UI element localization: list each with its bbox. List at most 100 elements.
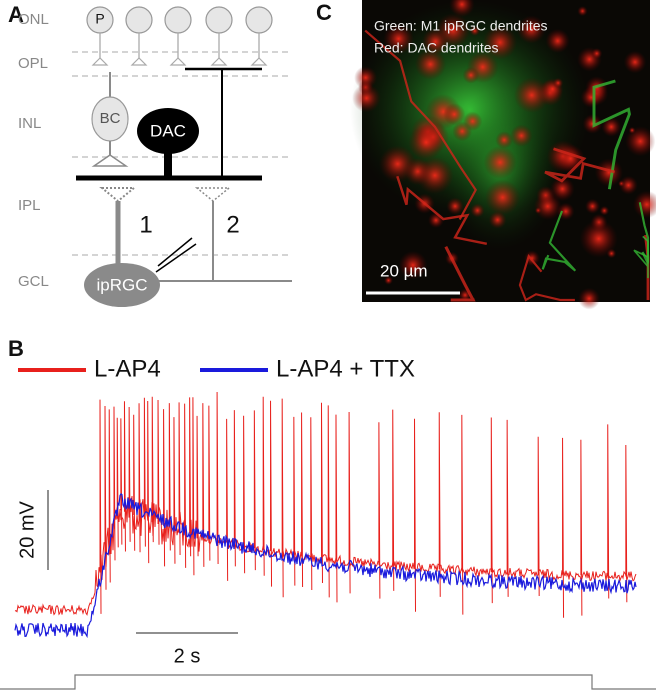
spike bbox=[327, 405, 330, 598]
red-puncta bbox=[452, 121, 473, 142]
cell-label: P bbox=[95, 11, 104, 27]
spike bbox=[113, 406, 116, 561]
red-puncta bbox=[462, 66, 480, 84]
spike bbox=[116, 417, 119, 548]
green-dendrite bbox=[541, 210, 577, 272]
spike bbox=[293, 416, 296, 586]
electrode bbox=[155, 243, 197, 273]
red-puncta bbox=[578, 287, 600, 310]
panel-label: A bbox=[8, 2, 24, 27]
spike bbox=[208, 405, 211, 561]
retina-diagram: P BC DAC ipRGC 1 2 bbox=[72, 6, 292, 307]
spike bbox=[151, 396, 154, 543]
synapse bbox=[194, 187, 232, 202]
pathway-label: 1 bbox=[139, 211, 152, 238]
red-puncta bbox=[577, 6, 588, 17]
red-dendrite bbox=[364, 29, 477, 221]
layer-label: GCL bbox=[18, 273, 49, 290]
iprgc-cell bbox=[84, 263, 160, 307]
caption: Red: DAC dendrites bbox=[374, 40, 499, 56]
cell-label: ipRGC bbox=[96, 275, 147, 294]
red-puncta bbox=[533, 192, 562, 221]
spike bbox=[243, 415, 246, 574]
spike bbox=[562, 437, 565, 618]
red-puncta bbox=[591, 48, 603, 59]
fluorescence bbox=[350, 0, 656, 310]
red-puncta bbox=[384, 276, 393, 285]
red-puncta bbox=[428, 212, 444, 229]
traces bbox=[14, 391, 637, 639]
spike bbox=[335, 414, 338, 603]
pathway-label: 2 bbox=[226, 211, 239, 238]
spike bbox=[253, 410, 256, 571]
photoreceptor bbox=[205, 6, 233, 34]
red-puncta bbox=[601, 117, 622, 137]
spike bbox=[378, 422, 381, 599]
spike bbox=[392, 409, 395, 591]
panel-label: C bbox=[316, 0, 332, 25]
red-puncta bbox=[625, 126, 656, 157]
spike bbox=[262, 396, 265, 576]
red-puncta bbox=[408, 124, 444, 161]
spike bbox=[108, 409, 111, 583]
spike bbox=[123, 401, 126, 552]
red-dendrite bbox=[444, 246, 476, 302]
spike bbox=[490, 417, 493, 604]
red-puncta bbox=[545, 28, 570, 53]
spike bbox=[173, 417, 176, 564]
red-puncta bbox=[594, 158, 624, 187]
red-puncta bbox=[484, 179, 521, 216]
red-puncta bbox=[582, 114, 603, 134]
photoreceptor-terminal bbox=[169, 57, 187, 66]
dac-cell bbox=[137, 108, 199, 154]
red-puncta bbox=[513, 77, 550, 114]
scale-bar-label: 20 µm bbox=[380, 261, 428, 280]
legend-label: L-AP4 bbox=[94, 355, 161, 382]
spike bbox=[461, 414, 464, 615]
trace bbox=[14, 495, 637, 616]
red-puncta bbox=[619, 175, 638, 195]
red-puncta bbox=[416, 156, 454, 194]
layer-label: INL bbox=[18, 115, 41, 132]
photoreceptor-terminal bbox=[250, 57, 268, 66]
spike bbox=[233, 410, 236, 567]
caption: Green: M1 ipRGC dendrites bbox=[374, 18, 548, 34]
legend-label: L-AP4 + TTX bbox=[276, 355, 415, 382]
scale-bar-label: 2 s bbox=[174, 645, 201, 667]
green-dendrite bbox=[633, 235, 649, 279]
panel-label: B bbox=[8, 336, 24, 361]
green-dendrite bbox=[592, 79, 631, 190]
trace bbox=[14, 493, 637, 639]
spike bbox=[320, 402, 323, 584]
spike bbox=[104, 405, 107, 590]
electrode bbox=[157, 237, 193, 267]
photoreceptor bbox=[125, 6, 153, 34]
photoreceptor bbox=[245, 6, 273, 34]
red-puncta bbox=[557, 202, 575, 221]
red-dendrite bbox=[544, 147, 616, 183]
red-puncta bbox=[552, 77, 564, 89]
cell-label: DAC bbox=[150, 121, 186, 140]
red-puncta bbox=[443, 103, 466, 126]
spike bbox=[143, 397, 146, 547]
red-puncta bbox=[488, 211, 507, 229]
synapse bbox=[99, 187, 137, 203]
red-puncta bbox=[352, 83, 381, 113]
red-puncta bbox=[469, 25, 480, 36]
red-puncta bbox=[495, 131, 513, 149]
spike bbox=[189, 397, 192, 557]
spike bbox=[184, 403, 187, 568]
spike bbox=[99, 399, 102, 614]
spike bbox=[216, 391, 219, 565]
terminal bbox=[91, 154, 129, 167]
red-puncta bbox=[579, 219, 618, 258]
red-puncta bbox=[517, 15, 546, 44]
layer-label: OPL bbox=[18, 55, 48, 72]
spike bbox=[163, 409, 166, 567]
spike bbox=[438, 412, 441, 597]
spike bbox=[270, 400, 273, 587]
spike bbox=[120, 418, 123, 545]
micrograph: Green: M1 ipRGC dendrites Red: DAC dendr… bbox=[350, 0, 656, 310]
red-puncta bbox=[354, 66, 378, 90]
